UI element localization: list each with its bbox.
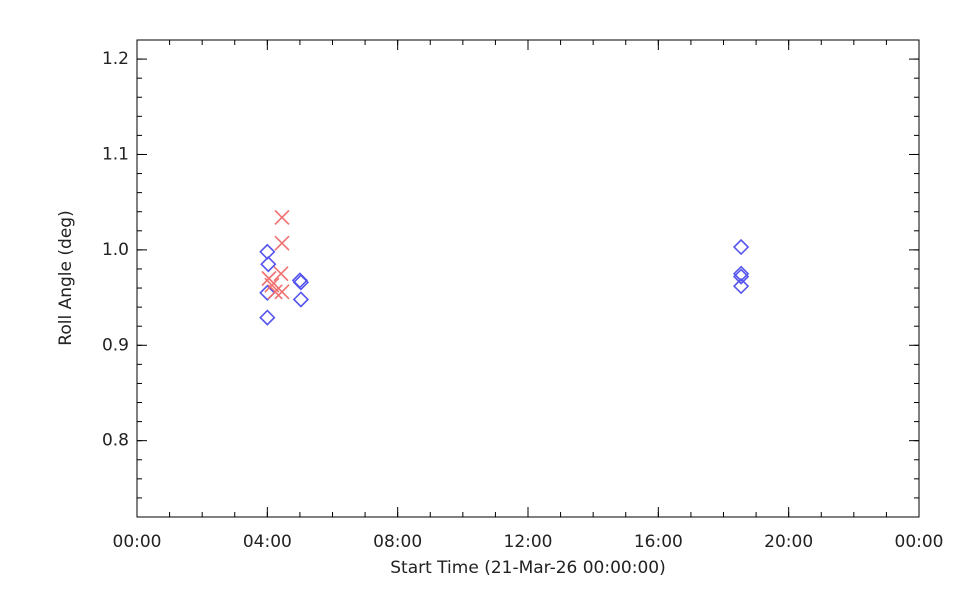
y-tick-label: 1.1 (102, 144, 129, 164)
diamond-marker (292, 274, 310, 291)
cross-marker (267, 284, 283, 300)
diamond-marker (260, 256, 277, 273)
diamond-marker (732, 278, 750, 295)
x-tick-label: 16:00 (634, 532, 683, 552)
x-tick-label: 08:00 (373, 532, 422, 552)
diamond-marker (732, 268, 750, 285)
diamond-marker (259, 309, 276, 326)
y-axis-label: Roll Angle (deg) (56, 210, 76, 345)
diamond-marker (259, 243, 276, 260)
diamond-marker (259, 284, 276, 301)
cross-marker (274, 209, 290, 226)
x-axis-label: Start Time (21-Mar-26 00:00:00) (390, 558, 665, 578)
y-tick-label: 0.8 (102, 431, 129, 451)
x-tick-label: 00:00 (113, 532, 162, 552)
y-tick-label: 0.9 (102, 335, 129, 355)
diamond-marker (732, 265, 750, 282)
cross-marker (273, 266, 289, 282)
cross-marker (274, 235, 290, 251)
cross-marker (274, 284, 290, 300)
x-tick-label: 00:00 (895, 532, 944, 552)
x-tick-label: 12:00 (504, 532, 553, 552)
y-tick-label: 1.0 (102, 240, 129, 260)
plot-frame (136, 39, 920, 518)
diamond-marker (732, 238, 750, 256)
diamond-marker (292, 291, 310, 308)
x-tick-label: 04:00 (243, 532, 292, 552)
x-tick-label: 20:00 (764, 532, 813, 552)
y-tick-label: 1.2 (102, 49, 129, 69)
